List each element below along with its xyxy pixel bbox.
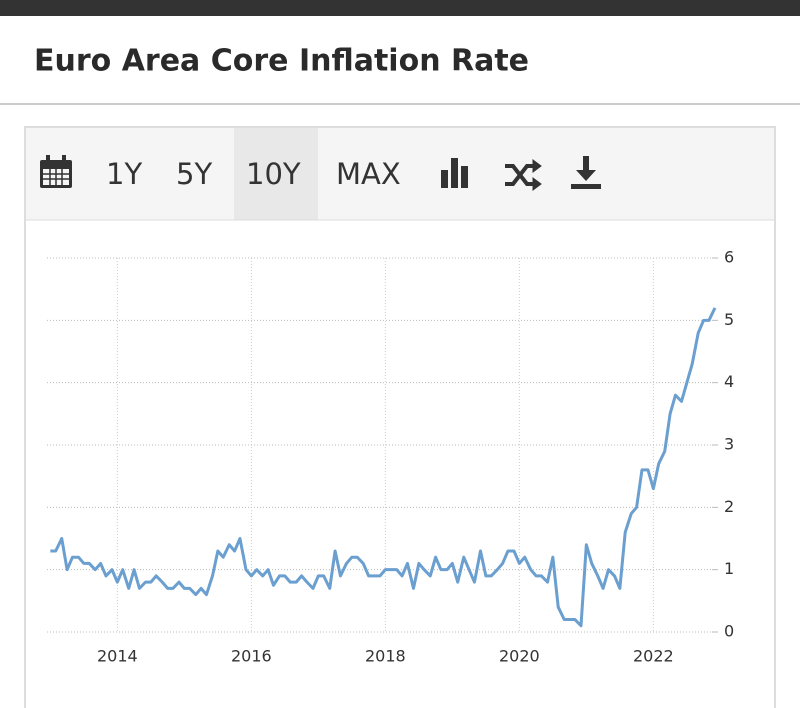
chart-panel [24, 126, 776, 708]
toolbar [26, 128, 774, 220]
download-stem [583, 156, 589, 172]
x-tick-label: 2016 [231, 647, 272, 666]
y-tick-label: 2 [724, 497, 734, 516]
y-tick-label: 5 [724, 310, 734, 329]
shuffle-arrows [532, 159, 542, 191]
shuffle-lines [505, 164, 535, 186]
x-tick-label: 2018 [365, 647, 406, 666]
calendar-ring [46, 155, 50, 163]
y-tick-label: 3 [724, 435, 734, 454]
calendar-lines [43, 169, 69, 185]
calendar-ring [62, 155, 66, 163]
plot: 0 1 2 3 4 5 6 2014 2016 2018 2020 2022 [47, 248, 734, 666]
calendar-icon[interactable] [40, 155, 72, 188]
range-button[interactable]: MAX [336, 157, 401, 191]
y-tick-label: 1 [724, 559, 734, 578]
y-tick-label: 4 [724, 372, 734, 391]
x-tick-label: 2020 [499, 647, 540, 666]
active-button-bg [234, 128, 318, 220]
download-base [571, 184, 601, 189]
icon-bar [451, 158, 458, 188]
range-button[interactable]: 10Y [246, 157, 301, 191]
series-line [50, 307, 717, 628]
top-bar [0, 0, 800, 16]
icon-bar [461, 166, 468, 188]
x-tick-label: 2022 [633, 647, 674, 666]
range-button[interactable]: 5Y [176, 157, 212, 191]
page-title: Euro Area Core Inflation Rate [34, 44, 529, 79]
download-icon[interactable] [571, 156, 601, 189]
y-tick-label: 0 [724, 622, 734, 641]
shuffle-icon[interactable] [505, 159, 542, 191]
icon-bar [441, 170, 448, 188]
download-arrow [576, 170, 596, 181]
range-button[interactable]: 1Y [106, 157, 142, 191]
x-tick-label: 2014 [97, 647, 138, 666]
bar-chart-icon[interactable] [441, 158, 468, 188]
y-tick-label: 6 [724, 248, 734, 267]
